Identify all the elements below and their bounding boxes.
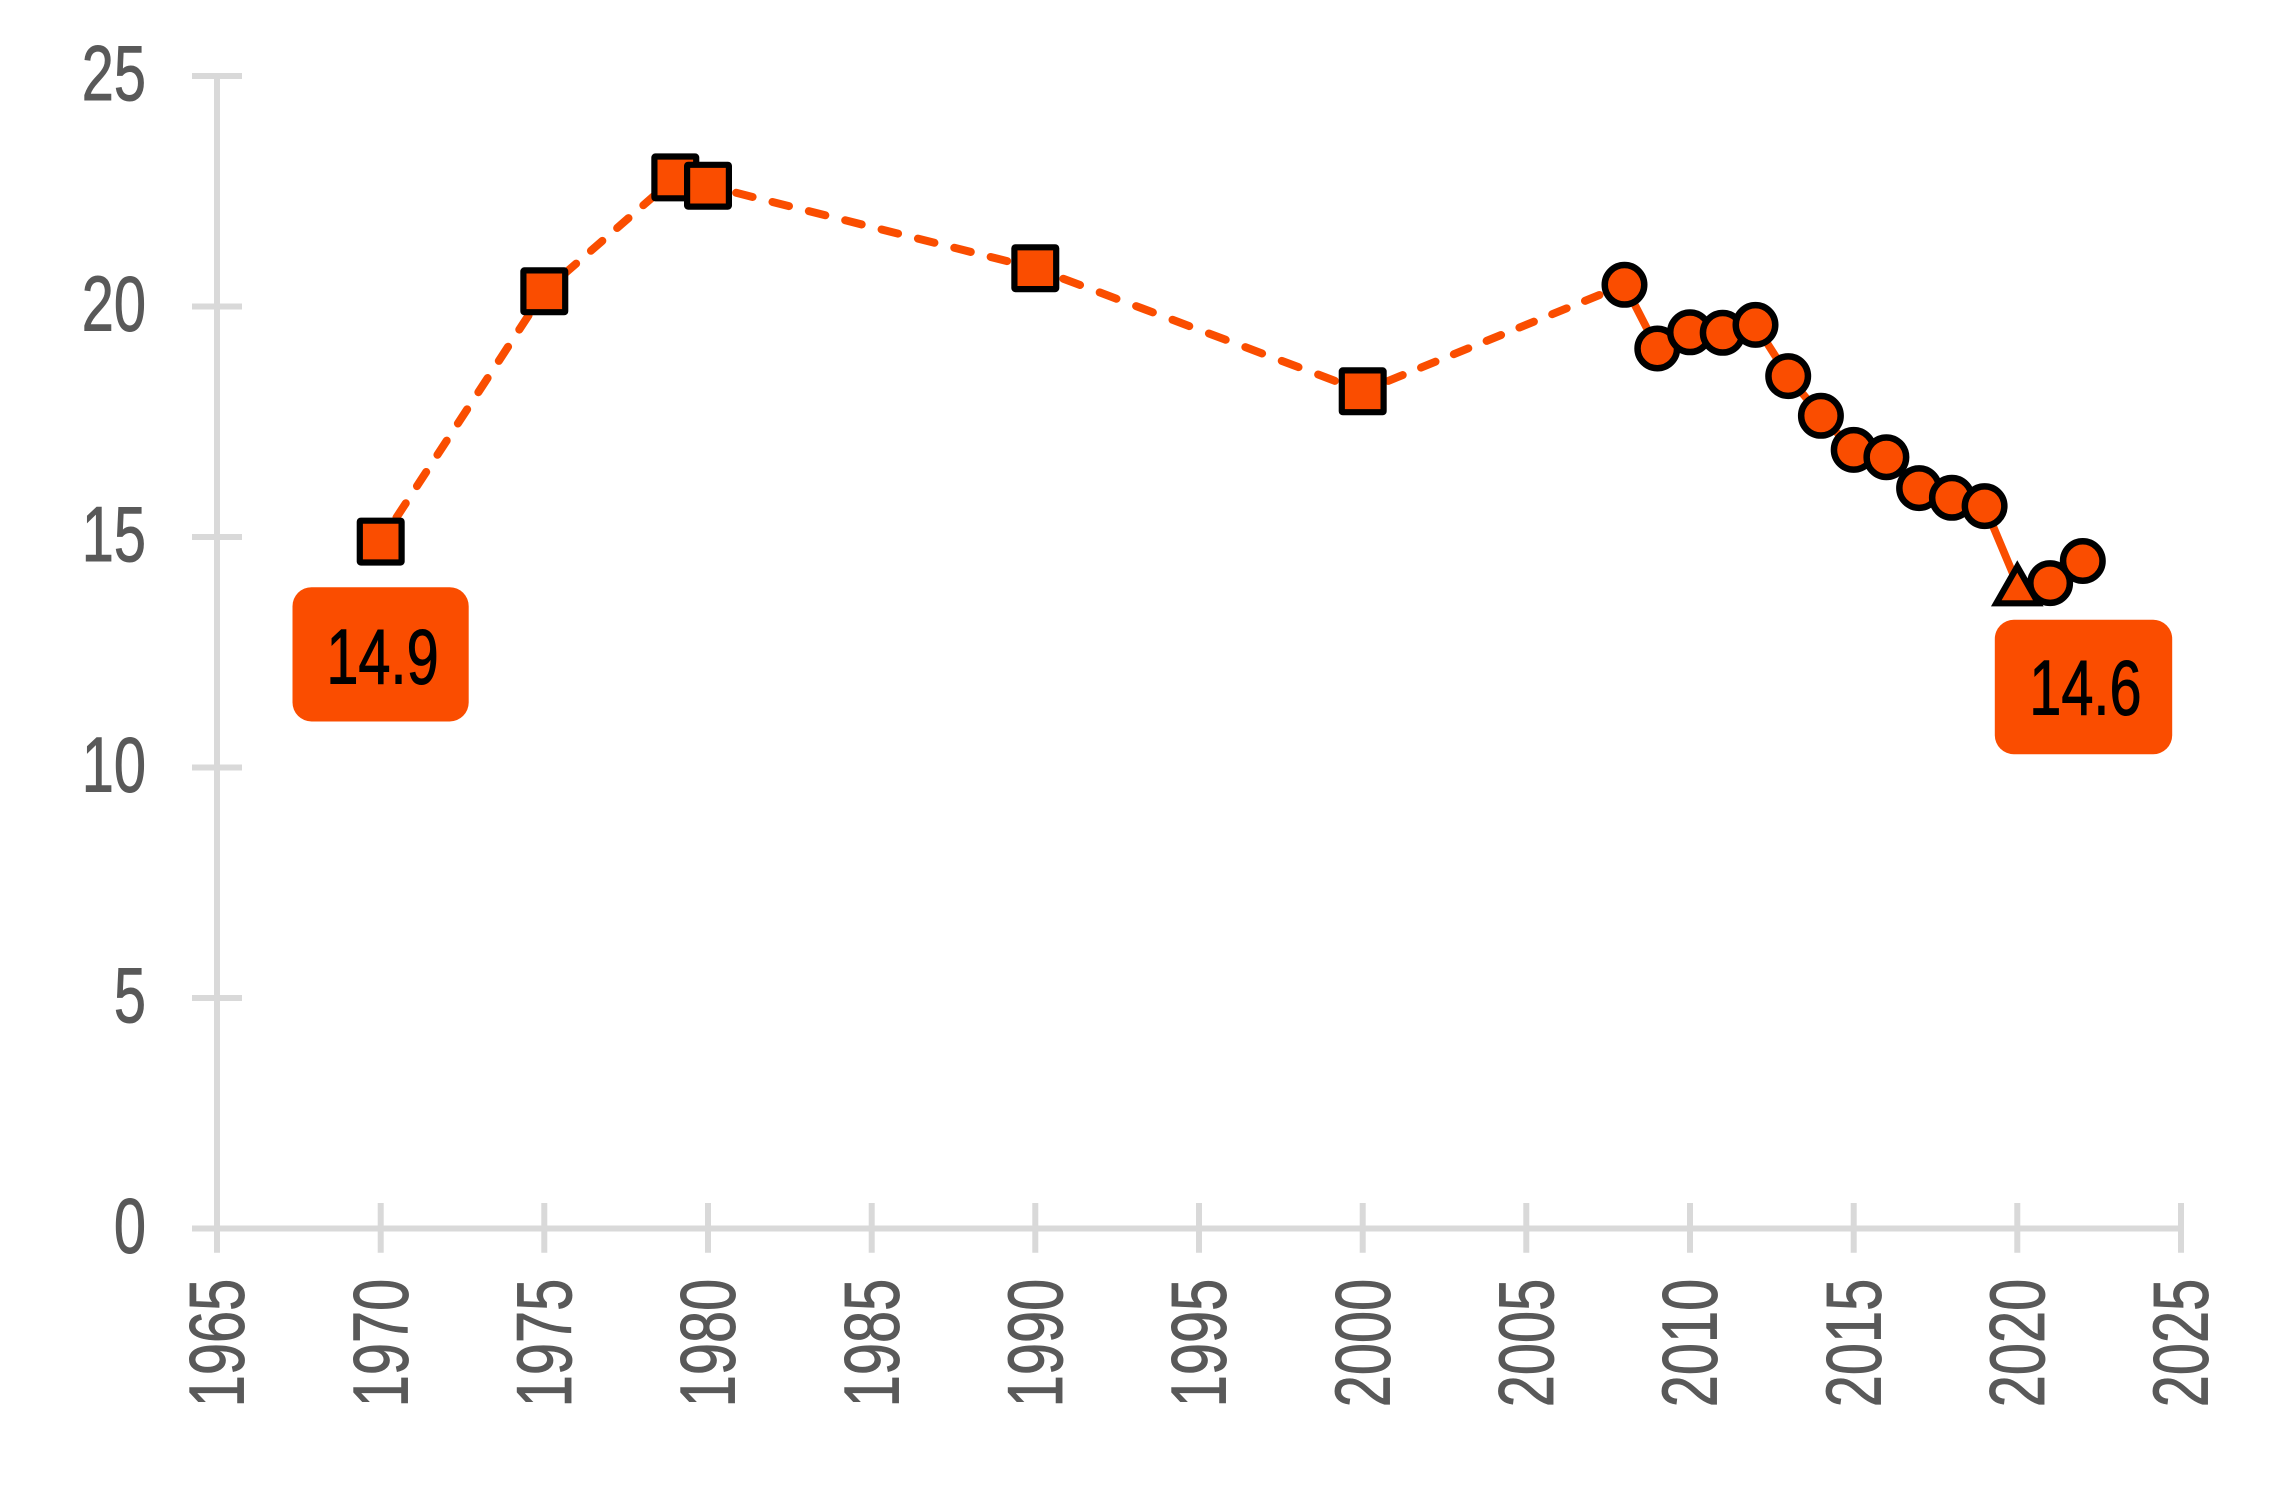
svg-text:1975: 1975	[501, 1279, 589, 1407]
svg-text:1965: 1965	[173, 1279, 261, 1407]
svg-text:2025: 2025	[2137, 1279, 2225, 1407]
svg-text:14.9: 14.9	[326, 613, 438, 701]
svg-text:25: 25	[82, 30, 146, 118]
svg-text:2010: 2010	[1646, 1279, 1734, 1407]
svg-text:0: 0	[114, 1182, 146, 1270]
svg-text:1995: 1995	[1155, 1279, 1243, 1407]
svg-text:20: 20	[82, 260, 146, 348]
svg-text:1970: 1970	[337, 1279, 425, 1407]
svg-text:15: 15	[82, 491, 146, 579]
svg-text:2005: 2005	[1483, 1279, 1571, 1407]
svg-text:5: 5	[114, 952, 146, 1040]
svg-text:1990: 1990	[992, 1279, 1080, 1407]
svg-text:2000: 2000	[1319, 1279, 1407, 1407]
svg-text:1980: 1980	[664, 1279, 752, 1407]
svg-text:2020: 2020	[1974, 1279, 2062, 1407]
svg-text:2015: 2015	[1810, 1279, 1898, 1407]
svg-text:1985: 1985	[828, 1279, 916, 1407]
svg-text:10: 10	[82, 721, 146, 809]
svg-text:14.6: 14.6	[2029, 644, 2141, 732]
